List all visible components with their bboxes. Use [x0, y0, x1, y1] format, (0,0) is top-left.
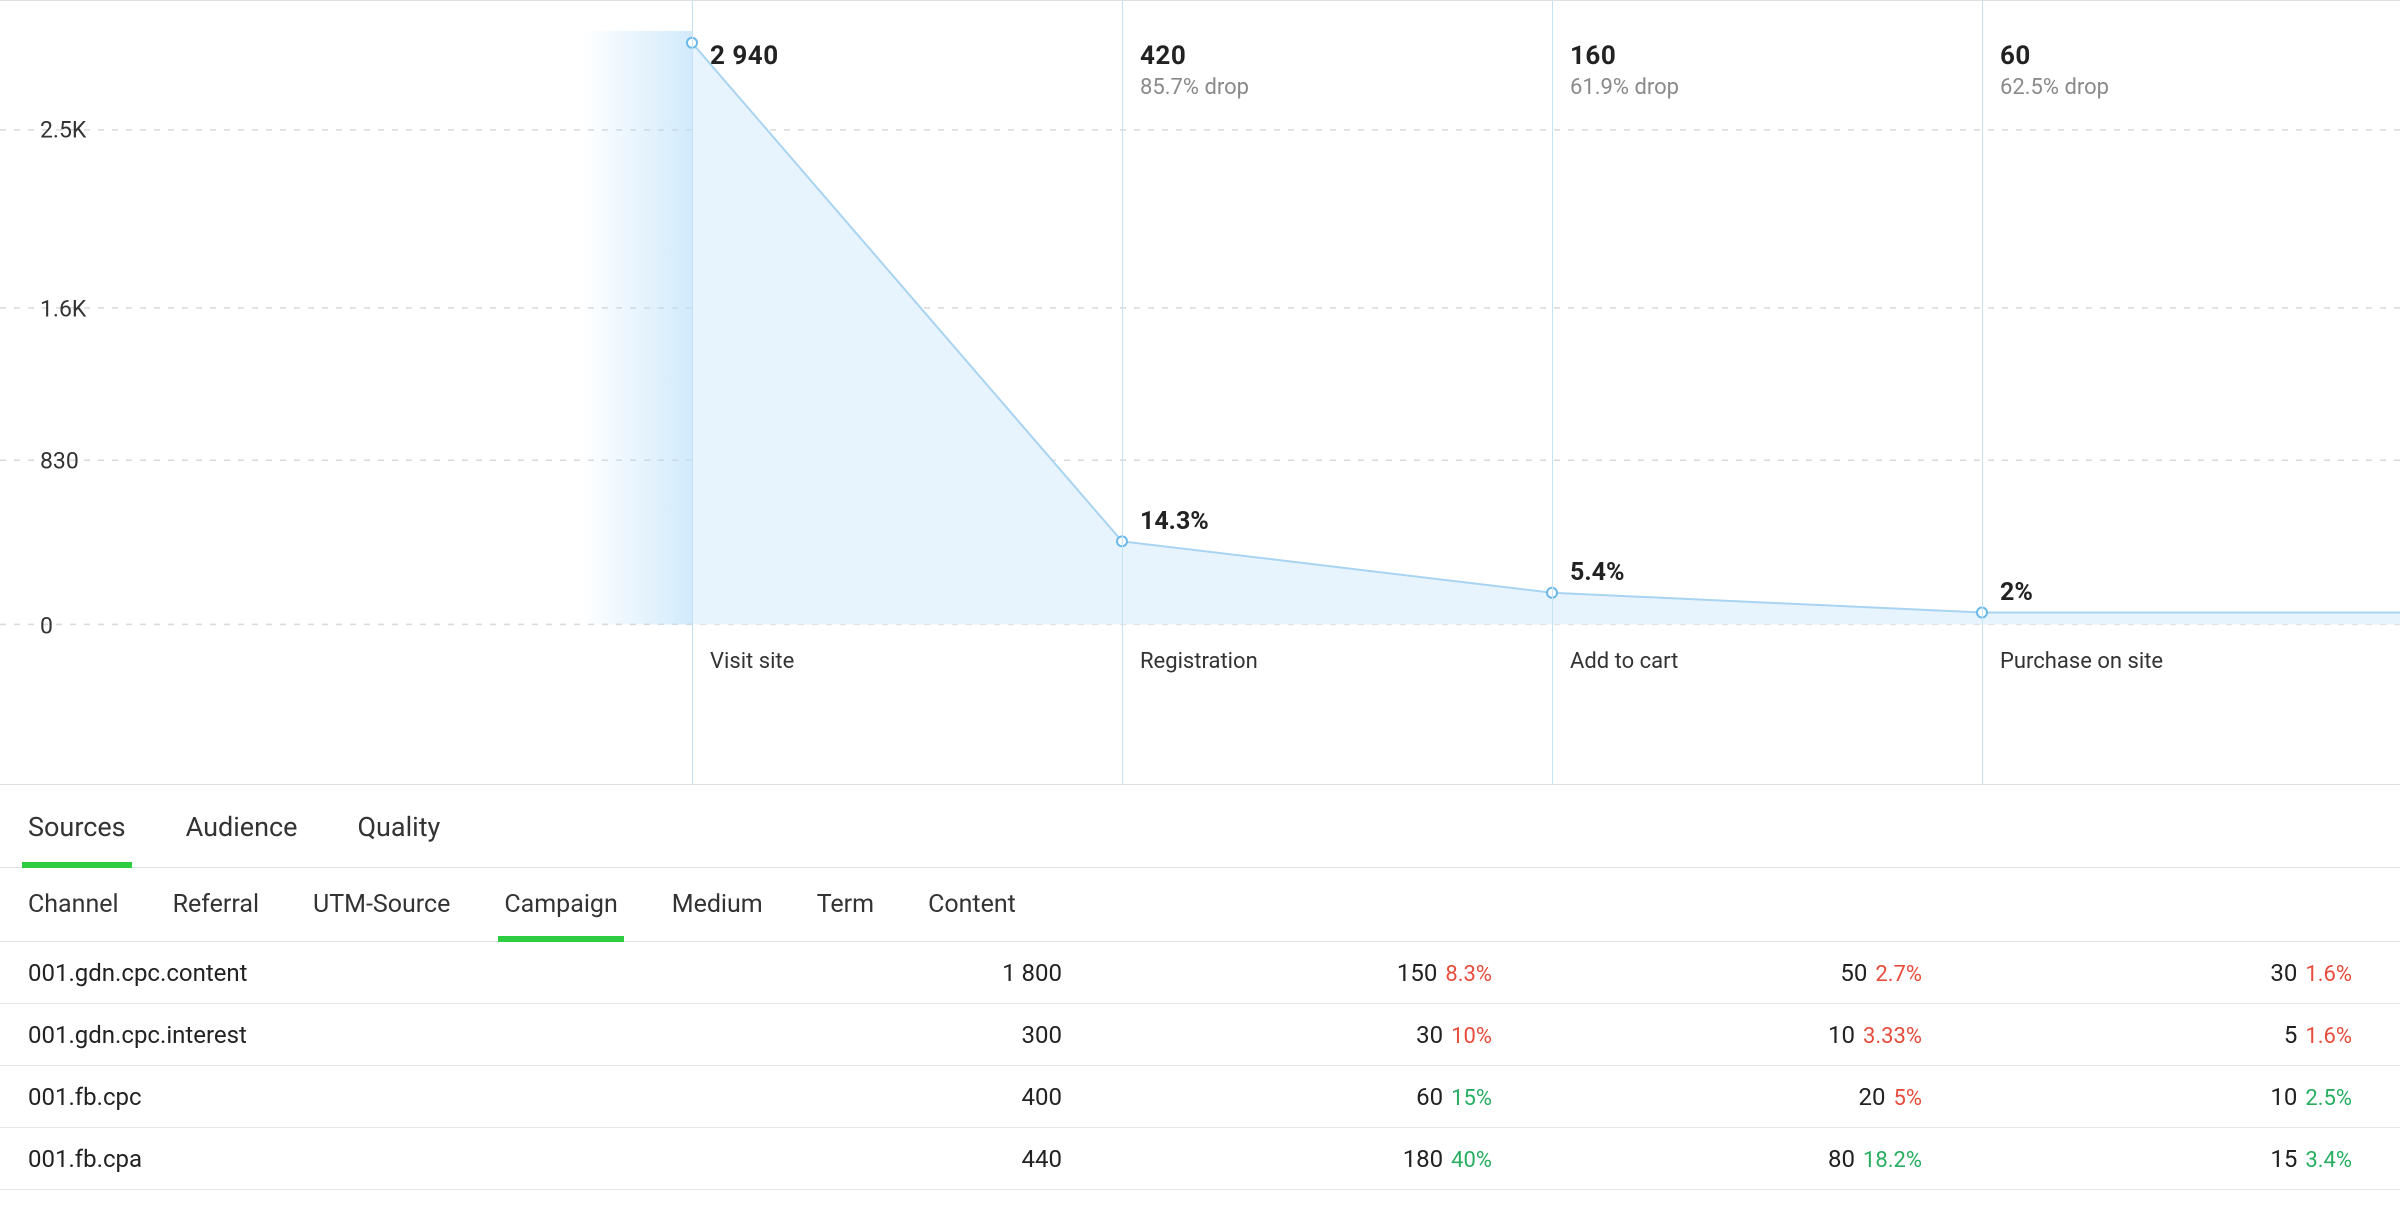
cell-purchase: 5 1.6%: [1950, 1021, 2380, 1049]
cell-pct: 18.2%: [1863, 1148, 1922, 1173]
cell-pct: 5%: [1894, 1086, 1922, 1111]
cell-pct: 3.4%: [2305, 1148, 2352, 1173]
stage-header: 160 61.9% drop: [1570, 41, 1679, 100]
ytick-label: 1.6K: [40, 295, 86, 322]
cell-value: 10: [2270, 1083, 2297, 1111]
tab-sources[interactable]: Sources: [28, 811, 126, 867]
cell-pct: 8.3%: [1445, 962, 1492, 987]
cell-registration: 180 40%: [1090, 1145, 1520, 1173]
stage-drop: 85.7% drop: [1140, 75, 1249, 100]
stage-name: Purchase on site: [2000, 649, 2163, 674]
cell-value: 10: [1828, 1021, 1855, 1049]
cell-registration: 60 15%: [1090, 1083, 1520, 1111]
cell-value: 400: [1022, 1083, 1062, 1111]
cell-value: 60: [1416, 1083, 1443, 1111]
cell-pct: 1.6%: [2305, 962, 2352, 987]
stage-divider: [1122, 1, 1123, 784]
subtab-campaign[interactable]: Campaign: [504, 890, 617, 941]
subtab-content[interactable]: Content: [928, 890, 1016, 941]
stage-name: Registration: [1140, 649, 1258, 674]
cell-value: 150: [1397, 959, 1437, 987]
stage-value: 2 940: [710, 41, 779, 71]
cell-cart: 80 18.2%: [1520, 1145, 1950, 1173]
cell-value: 80: [1828, 1145, 1855, 1173]
stage-drop: 61.9% drop: [1570, 75, 1679, 100]
cell-pct: 40%: [1451, 1148, 1492, 1173]
funnel-chart: 2.5K 1.6K 830 0 2 940 Visit site 420 85.7% drop…: [0, 0, 2400, 785]
cell-visit: 300: [660, 1021, 1090, 1049]
campaign-table: 001.gdn.cpc.content 1 800 150 8.3% 50 2.7% 30 1…: [0, 942, 2400, 1190]
cell-cart: 10 3.33%: [1520, 1021, 1950, 1049]
cell-value: 180: [1403, 1145, 1443, 1173]
stage-divider: [1552, 1, 1553, 784]
subtab-channel[interactable]: Channel: [28, 890, 119, 941]
cell-value: 50: [1840, 959, 1867, 987]
stage-pct: 2%: [2000, 578, 2033, 607]
cell-registration: 150 8.3%: [1090, 959, 1520, 987]
stage-value: 160: [1570, 41, 1679, 71]
row-name: 001.gdn.cpc.content: [0, 959, 660, 987]
secondary-tabs: Channel Referral UTM-Source Campaign Medium T…: [0, 868, 2400, 942]
cell-pct: 1.6%: [2305, 1024, 2352, 1049]
stage-value: 420: [1140, 41, 1249, 71]
cell-pct: 10%: [1451, 1024, 1492, 1049]
stage-value: 60: [2000, 41, 2109, 71]
stage-header: 420 85.7% drop: [1140, 41, 1249, 100]
subtab-utm-source[interactable]: UTM-Source: [313, 890, 450, 941]
stage-drop: 62.5% drop: [2000, 75, 2109, 100]
cell-visit: 440: [660, 1145, 1090, 1173]
table-row[interactable]: 001.gdn.cpc.content 1 800 150 8.3% 50 2.7% 30 1…: [0, 942, 2400, 1004]
cell-pct: 3.33%: [1863, 1024, 1922, 1049]
cell-value: 30: [2270, 959, 2297, 987]
stage-pct: 14.3%: [1140, 507, 1209, 536]
cell-purchase: 10 2.5%: [1950, 1083, 2380, 1111]
cell-pct: 2.5%: [2305, 1086, 2352, 1111]
cell-cart: 20 5%: [1520, 1083, 1950, 1111]
row-name: 001.fb.cpa: [0, 1145, 660, 1173]
cell-value: 20: [1859, 1083, 1886, 1111]
cell-value: 1 800: [1002, 959, 1062, 987]
stage-pct: 5.4%: [1570, 558, 1624, 587]
cell-cart: 50 2.7%: [1520, 959, 1950, 987]
table-row[interactable]: 001.fb.cpa 440 180 40% 80 18.2% 15 3.4%: [0, 1128, 2400, 1190]
ytick-label: 0: [40, 613, 53, 640]
ytick-label: 830: [40, 448, 79, 475]
stage-header: 60 62.5% drop: [2000, 41, 2109, 100]
cell-value: 5: [2284, 1021, 2298, 1049]
tab-quality[interactable]: Quality: [357, 811, 440, 867]
subtab-term[interactable]: Term: [817, 890, 874, 941]
stage-divider: [692, 1, 693, 784]
cell-value: 15: [2270, 1145, 2297, 1173]
table-row[interactable]: 001.fb.cpc 400 60 15% 20 5% 10 2.5%: [0, 1066, 2400, 1128]
cell-visit: 1 800: [660, 959, 1090, 987]
ytick-label: 2.5K: [40, 117, 86, 144]
table-row[interactable]: 001.gdn.cpc.interest 300 30 10% 10 3.33% 5 1.6%: [0, 1004, 2400, 1066]
stage-divider: [1982, 1, 1983, 784]
cell-pct: 2.7%: [1875, 962, 1922, 987]
cell-purchase: 30 1.6%: [1950, 959, 2380, 987]
cell-registration: 30 10%: [1090, 1021, 1520, 1049]
cell-value: 300: [1022, 1021, 1062, 1049]
row-name: 001.fb.cpc: [0, 1083, 660, 1111]
primary-tabs: Sources Audience Quality: [0, 785, 2400, 868]
stage-name: Visit site: [710, 649, 794, 674]
subtab-medium[interactable]: Medium: [672, 890, 763, 941]
cell-value: 30: [1416, 1021, 1443, 1049]
stage-header: 2 940: [710, 41, 779, 71]
cell-value: 440: [1022, 1145, 1062, 1173]
cell-pct: 15%: [1451, 1086, 1492, 1111]
cell-purchase: 15 3.4%: [1950, 1145, 2380, 1173]
row-name: 001.gdn.cpc.interest: [0, 1021, 660, 1049]
tab-audience[interactable]: Audience: [186, 811, 298, 867]
subtab-referral[interactable]: Referral: [173, 890, 259, 941]
stage-name: Add to cart: [1570, 649, 1678, 674]
cell-visit: 400: [660, 1083, 1090, 1111]
